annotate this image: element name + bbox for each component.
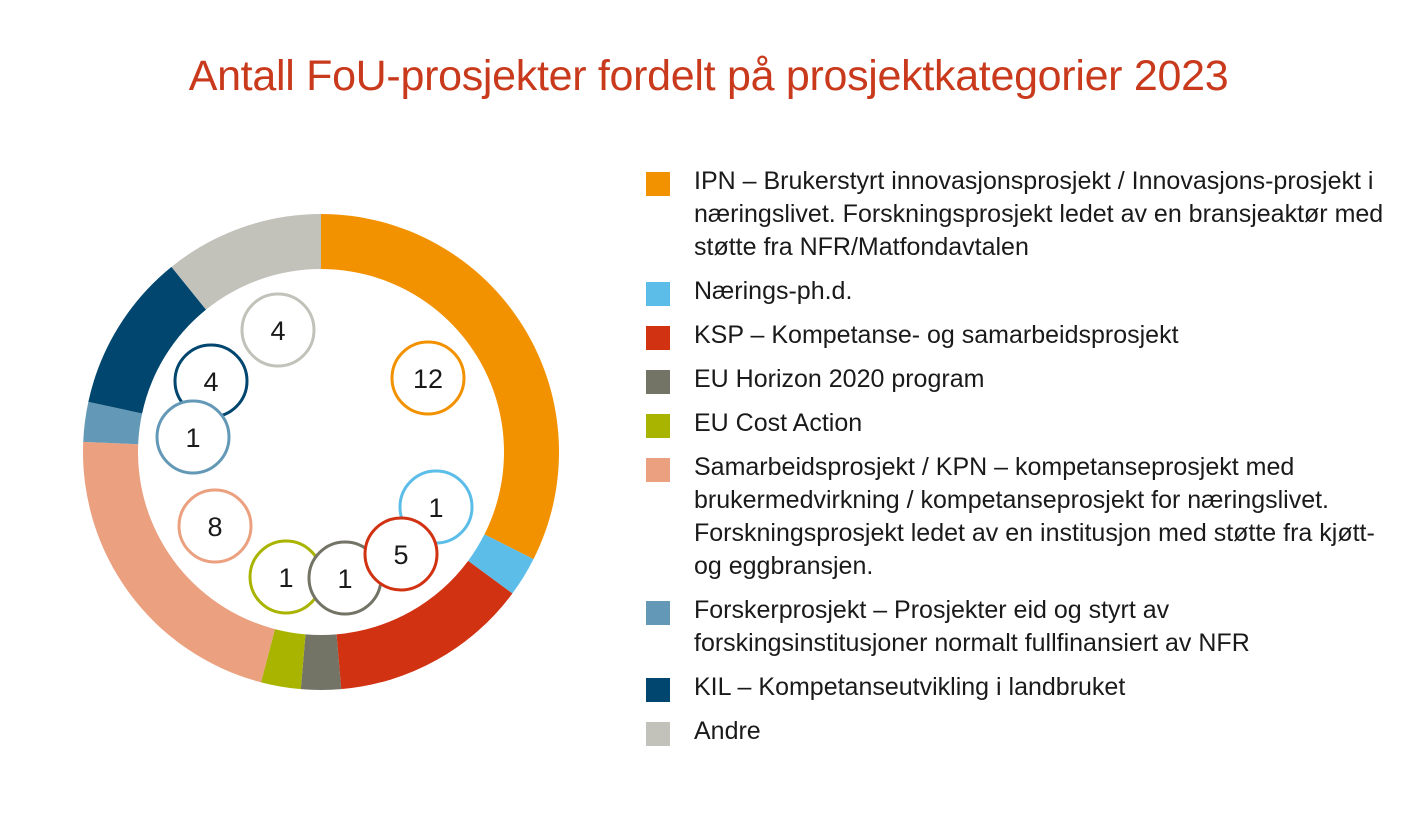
value-label: 12 bbox=[413, 364, 443, 394]
value-bubble-ipn: 12 bbox=[390, 340, 466, 416]
legend-swatch bbox=[646, 722, 670, 746]
chart-title: Antall FoU-prosjekter fordelt på prosjek… bbox=[188, 52, 1229, 100]
legend-item-forskerprosjekt: Forskerprosjekt – Prosjekter eid og styr… bbox=[646, 594, 1406, 660]
legend-swatch bbox=[646, 678, 670, 702]
legend-item-ksp: KSP – Kompetanse- og samarbeidsprosjekt bbox=[646, 319, 1406, 352]
legend-label: Samarbeidsprosjekt / KPN – kompetansepro… bbox=[694, 453, 1375, 580]
donut-slice-eu-cost bbox=[261, 629, 306, 690]
legend-label: KSP – Kompetanse- og samarbeidsprosjekt bbox=[694, 321, 1179, 349]
donut-slice-ksp bbox=[336, 560, 513, 690]
donut-slice-andre bbox=[171, 214, 321, 310]
value-label: 5 bbox=[393, 540, 408, 570]
donut-slice-ipn bbox=[321, 214, 559, 560]
legend-label: Andre bbox=[694, 717, 761, 745]
legend-label: IPN – Brukerstyrt innovasjonsprosjekt / … bbox=[694, 167, 1384, 261]
legend-swatch bbox=[646, 282, 670, 306]
value-bubble-ring bbox=[240, 292, 316, 368]
value-bubble-ring bbox=[390, 340, 466, 416]
value-label: 1 bbox=[185, 423, 200, 453]
legend-swatch bbox=[646, 326, 670, 350]
legend-label: Forskerprosjekt – Prosjekter eid og styr… bbox=[694, 596, 1250, 657]
donut-slice-kil bbox=[88, 266, 207, 414]
value-label: 4 bbox=[203, 367, 218, 397]
legend-label: EU Cost Action bbox=[694, 409, 863, 437]
legend-swatch bbox=[646, 458, 670, 482]
value-bubble-ring bbox=[363, 516, 439, 592]
legend-item-kil: KIL – Kompetanseutvikling i landbruket bbox=[646, 671, 1406, 704]
value-label: 1 bbox=[278, 563, 293, 593]
legend-label: KIL – Kompetanseutvikling i landbruket bbox=[694, 673, 1126, 701]
legend-swatch bbox=[646, 172, 670, 196]
value-bubble-forskerprosjekt: 1 bbox=[155, 399, 231, 475]
value-bubble-ksp: 5 bbox=[363, 516, 439, 592]
legend-item-eu-cost: EU Cost Action bbox=[646, 407, 1406, 440]
legend-item-samarbeidsprosjekt: Samarbeidsprosjekt / KPN – kompetansepro… bbox=[646, 451, 1406, 583]
value-label: 1 bbox=[428, 493, 443, 523]
value-label: 1 bbox=[337, 564, 352, 594]
value-bubble-ring bbox=[177, 488, 253, 564]
value-bubble-samarbeidsprosjekt: 8 bbox=[177, 488, 253, 564]
donut-slice-forskerprosjekt bbox=[83, 401, 143, 445]
value-label: 4 bbox=[270, 316, 285, 346]
legend-label: Nærings-ph.d. bbox=[694, 277, 853, 305]
legend-label: EU Horizon 2020 program bbox=[694, 365, 985, 393]
donut-slice-naerings-phd bbox=[468, 534, 534, 594]
value-label: 8 bbox=[207, 512, 222, 542]
value-bubble-eu-cost: 1 bbox=[248, 539, 324, 615]
legend-swatch bbox=[646, 414, 670, 438]
donut-slice-samarbeidsprosjekt bbox=[82, 441, 275, 683]
value-bubble-ring bbox=[155, 399, 231, 475]
value-bubble-andre: 4 bbox=[240, 292, 316, 368]
legend: IPN – Brukerstyrt innovasjonsprosjekt / … bbox=[646, 165, 1406, 759]
legend-item-naerings-phd: Nærings-ph.d. bbox=[646, 275, 1406, 308]
legend-item-eu-horizon: EU Horizon 2020 program bbox=[646, 363, 1406, 396]
legend-item-ipn: IPN – Brukerstyrt innovasjonsprosjekt / … bbox=[646, 165, 1406, 264]
legend-item-andre: Andre bbox=[646, 715, 1406, 748]
legend-swatch bbox=[646, 601, 670, 625]
legend-swatch bbox=[646, 370, 670, 394]
donut-slice-eu-horizon bbox=[300, 634, 342, 690]
